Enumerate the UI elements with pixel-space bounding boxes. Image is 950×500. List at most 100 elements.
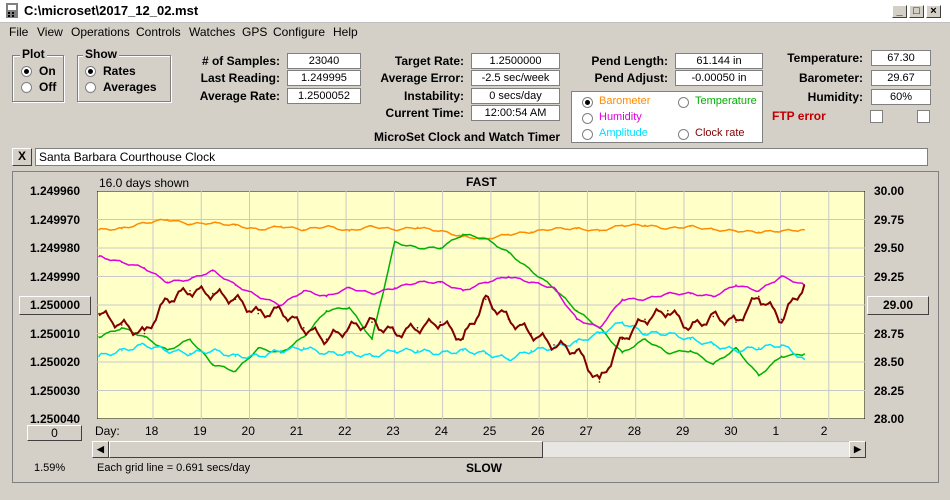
- show-rates-radio[interactable]: [85, 66, 96, 77]
- point-humidity-27: [712, 295, 715, 298]
- point-amplitude-14: [416, 349, 419, 352]
- zero-button[interactable]: 0: [27, 425, 82, 441]
- point-amplitude-0: [98, 355, 100, 358]
- ftp-error-label: FTP error: [772, 109, 826, 123]
- x-tick-1: 1: [772, 424, 780, 438]
- menu-configure[interactable]: Configure: [273, 25, 326, 39]
- x-tick-30: 30: [724, 424, 738, 438]
- point-barometer-19: [530, 231, 533, 233]
- series-line-temperature: [98, 233, 805, 377]
- point-clock-rate-3: [166, 298, 169, 301]
- point-barometer-10: [325, 225, 328, 228]
- point-clock-rate-16: [462, 338, 464, 340]
- series-line-humidity: [98, 255, 805, 329]
- plot-on-radio[interactable]: [21, 66, 32, 77]
- point-temperature-12: [371, 338, 373, 340]
- ftp-checkbox-2[interactable]: [917, 110, 930, 123]
- plot-off-radio[interactable]: [21, 82, 32, 93]
- show-averages-label: Averages: [103, 80, 157, 94]
- point-clock-rate-6: [234, 298, 237, 301]
- menu-file[interactable]: File: [9, 25, 29, 39]
- minimize-button[interactable]: _: [892, 5, 907, 18]
- samples-value: 23040: [287, 53, 361, 69]
- close-watch-button[interactable]: X: [12, 148, 32, 166]
- x-tick-28: 28: [627, 424, 642, 438]
- point-temperature-31: [803, 353, 806, 355]
- close-window-button[interactable]: ×: [926, 5, 941, 18]
- center-env-button[interactable]: 29.00: [867, 296, 929, 315]
- point-amplitude-17: [484, 352, 487, 355]
- point-barometer-28: [735, 230, 737, 232]
- point-temperature-1: [120, 327, 123, 329]
- point-clock-rate-22: [598, 381, 601, 383]
- average-error-label: Average Error:: [380, 71, 464, 85]
- point-barometer-20: [553, 227, 555, 230]
- right-tick-6: 28.50: [874, 355, 905, 369]
- x-tick-22: 22: [338, 424, 352, 438]
- barometer-label: Barometer:: [798, 71, 863, 85]
- point-temperature-16: [462, 233, 464, 236]
- point-temperature-18: [507, 251, 510, 254]
- app-caption: MicroSet Clock and Watch Timer: [374, 130, 561, 144]
- x-tick-23: 23: [386, 424, 400, 438]
- x-tick-29: 29: [675, 424, 690, 438]
- point-amplitude-25: [666, 332, 669, 335]
- center-rate-button[interactable]: 1.250000: [19, 296, 91, 315]
- point-clock-rate-29: [757, 295, 760, 298]
- point-temperature-7: [257, 347, 260, 350]
- scroll-right-button[interactable]: ▶: [849, 441, 866, 458]
- point-humidity-26: [689, 292, 692, 295]
- right-tick-2: 29.50: [874, 241, 905, 255]
- point-barometer-11: [348, 230, 351, 232]
- point-humidity-0: [98, 255, 100, 258]
- x-tick-25: 25: [482, 424, 497, 438]
- point-humidity-17: [484, 281, 487, 283]
- x-tick-21: 21: [289, 424, 304, 438]
- maximize-button[interactable]: □: [909, 5, 924, 18]
- humidity-label: Humidity:: [807, 90, 863, 104]
- scroll-thumb[interactable]: [109, 441, 543, 458]
- point-humidity-28: [735, 284, 737, 286]
- point-amplitude-1: [120, 349, 123, 352]
- point-barometer-0: [98, 228, 100, 231]
- menu-view[interactable]: View: [37, 25, 63, 39]
- point-barometer-21: [575, 227, 578, 230]
- series-line-barometer: [98, 218, 805, 240]
- plot-panel: [12, 171, 939, 483]
- current-time-label: Current Time:: [385, 106, 464, 120]
- point-humidity-18: [507, 275, 510, 278]
- left-tick-3: 1.249990: [30, 270, 81, 284]
- plot-group-label: Plot: [20, 47, 47, 61]
- point-humidity-8: [280, 304, 282, 306]
- menu-bar: File View Operations Controls Watches GP…: [0, 22, 950, 42]
- point-barometer-6: [234, 224, 237, 226]
- temperature-radio[interactable]: [678, 97, 689, 108]
- point-temperature-5: [211, 363, 214, 366]
- menu-operations[interactable]: Operations: [71, 25, 130, 39]
- show-averages-radio[interactable]: [85, 82, 96, 93]
- point-clock-rate-12: [371, 321, 373, 323]
- ftp-checkbox-1[interactable]: [870, 110, 883, 123]
- left-tick-6: 1.250020: [30, 355, 81, 369]
- barometer-radio[interactable]: [582, 97, 593, 108]
- humidity-radio[interactable]: [582, 113, 593, 124]
- menu-gps[interactable]: GPS: [242, 25, 268, 39]
- point-clock-rate-24: [644, 318, 646, 321]
- clock-rate-radio[interactable]: [678, 129, 689, 140]
- point-clock-rate-7: [257, 312, 260, 315]
- point-amplitude-2: [143, 344, 146, 346]
- point-amplitude-16: [462, 349, 464, 352]
- watch-name-field[interactable]: Santa Barbara Courthouse Clock: [35, 148, 928, 166]
- point-clock-rate-23: [621, 338, 624, 340]
- point-clock-rate-25: [666, 309, 669, 312]
- menu-controls[interactable]: Controls: [136, 25, 181, 39]
- amplitude-radio[interactable]: [582, 129, 593, 140]
- window-title: C:\microset\2017_12_02.mst: [24, 3, 199, 18]
- menu-help[interactable]: Help: [333, 25, 358, 39]
- point-barometer-16: [462, 235, 464, 238]
- point-amplitude-4: [189, 352, 191, 355]
- scroll-left-button[interactable]: ◀: [92, 441, 109, 458]
- x-tick-24: 24: [434, 424, 448, 438]
- menu-watches[interactable]: Watches: [189, 25, 236, 39]
- point-clock-rate-26: [689, 327, 692, 329]
